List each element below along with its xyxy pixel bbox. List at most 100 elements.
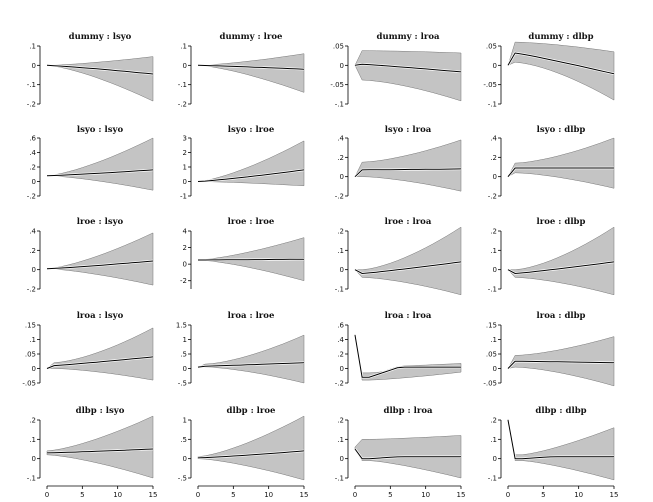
irf-line — [46, 260, 154, 270]
irf-line — [354, 168, 462, 178]
y-tick-label: 3 — [183, 135, 187, 143]
irf-panel: dlbp : dlbp .2 .1 0 -.1 0 5 10 15 — [488, 406, 619, 499]
x-tick-label: 10 — [113, 491, 122, 499]
y-tick-label: 1 — [183, 164, 187, 172]
x-tick-label: 10 — [421, 491, 430, 499]
confidence-band — [46, 232, 154, 286]
y-tick-label: -.05 — [483, 81, 497, 89]
y-tick-label: .6 — [337, 322, 344, 330]
y-tick-label: -.5 — [178, 380, 187, 388]
irf-line — [197, 169, 305, 182]
irf-line — [46, 448, 154, 454]
y-tick-label: 1.5 — [176, 322, 187, 330]
y-tick-label: .1 — [29, 436, 36, 444]
y-tick-label: .2 — [490, 154, 497, 162]
irf-line — [197, 450, 305, 459]
panel-title: dlbp : dlbp — [535, 406, 586, 416]
y-tick-label: -2 — [180, 277, 187, 285]
confidence-band — [46, 137, 154, 191]
confidence-band — [46, 415, 154, 479]
y-tick-label: -.1 — [27, 475, 36, 483]
irf-line — [507, 360, 615, 369]
irf-panel: dummy : lsyo .1 0 -.1 -.2 — [27, 32, 154, 109]
y-tick-label: 0 — [493, 365, 497, 373]
irf-panel: dummy : lroa .05 0 -.05 -.1 — [330, 32, 462, 109]
y-tick-label: .2 — [490, 228, 497, 236]
irf-panel: lsyo : lroe 3 2 1 0 -1 — [180, 125, 305, 201]
y-tick-label: -.1 — [488, 286, 497, 294]
panel-title: lroe : lroa — [385, 217, 432, 227]
panel-title: lsyo : lsyo — [77, 125, 124, 135]
confidence-band — [507, 226, 615, 296]
irf-line — [354, 261, 462, 275]
confidence-band — [354, 226, 462, 296]
y-tick-label: .2 — [29, 164, 36, 172]
y-tick-label: .4 — [337, 135, 344, 143]
y-tick-label: -.2 — [488, 193, 497, 201]
y-tick-label: 0 — [32, 178, 36, 186]
panel-title: lroe : lsyo — [77, 217, 124, 227]
x-tick-label: 5 — [388, 491, 392, 499]
y-tick-label: .2 — [490, 417, 497, 425]
x-tick-label: 15 — [610, 491, 619, 499]
irf-line — [507, 261, 615, 275]
y-tick-label: 1 — [183, 336, 187, 344]
x-tick-label: 0 — [506, 491, 510, 499]
y-tick-label: .2 — [337, 417, 344, 425]
y-tick-label: 0 — [32, 266, 36, 274]
x-tick-label: 10 — [264, 491, 273, 499]
y-tick-label: -.1 — [335, 475, 344, 483]
confidence-band — [354, 139, 462, 192]
y-tick-label: -.2 — [27, 286, 36, 294]
y-tick-label: .05 — [333, 43, 344, 51]
irf-panel: lroa : lsyo .15 .1 .05 0 -.05 — [22, 311, 154, 388]
y-tick-label: 4 — [183, 228, 188, 236]
panel-title: lroa : dlbp — [537, 311, 586, 321]
irf-panel: dlbp : lsyo .2 .1 0 -.1 0 5 10 15 — [27, 406, 158, 499]
y-tick-label: 0 — [183, 178, 187, 186]
irf-line — [354, 63, 462, 73]
y-tick-label: .1 — [29, 43, 36, 51]
confidence-band — [46, 327, 154, 381]
x-tick-label: 5 — [231, 491, 235, 499]
irf-line — [197, 64, 305, 70]
y-tick-label: 0 — [183, 365, 187, 373]
irf-panel: dlbp : lroe 1 .5 0 -.5 0 5 10 15 — [178, 406, 309, 499]
irf-panel: lroe : lroa .2 .1 0 -.1 — [335, 217, 462, 296]
y-tick-label: .05 — [486, 43, 497, 51]
y-tick-label: .1 — [337, 436, 344, 444]
y-tick-label: -.2 — [178, 101, 187, 109]
panel-title: lroa : lroe — [228, 311, 275, 321]
y-tick-label: .4 — [490, 135, 497, 143]
irf-panel: lroa : lroa .6 .4 .2 0 -.2 — [335, 311, 462, 388]
panel-title: lroa : lsyo — [77, 311, 124, 321]
y-tick-label: 0 — [493, 173, 497, 181]
y-tick-label: .15 — [25, 322, 36, 330]
irf-panel: dlbp : lroa .2 .1 0 -.1 0 5 10 15 — [335, 406, 466, 499]
confidence-band — [197, 334, 305, 384]
y-tick-label: .1 — [490, 336, 497, 344]
y-tick-label: .4 — [337, 336, 344, 344]
y-tick-label: .1 — [29, 336, 36, 344]
irf-panel: dummy : dlbp .05 0 -.05 -.1 — [483, 32, 615, 109]
panel-title: lsyo : dlbp — [537, 125, 586, 135]
y-tick-label: -.05 — [22, 380, 36, 388]
y-tick-label: 1 — [183, 417, 187, 425]
y-tick-label: -.2 — [335, 193, 344, 201]
y-tick-label: .2 — [29, 417, 36, 425]
irf-panel: dummy : lroe .1 0 -.1 -.2 — [178, 32, 305, 109]
irf-panel: lroe : lsyo .4 .2 0 -.2 — [27, 217, 154, 294]
panel-title: dummy : lroa — [377, 32, 440, 42]
x-tick-label: 5 — [80, 491, 84, 499]
y-tick-label: .5 — [180, 351, 187, 359]
x-tick-label: 0 — [353, 491, 357, 499]
y-tick-label: -.05 — [483, 380, 497, 388]
confidence-band — [197, 53, 305, 93]
y-tick-label: .2 — [337, 351, 344, 359]
panel-title: dlbp : lroe — [227, 406, 276, 416]
irf-line — [507, 167, 614, 178]
y-tick-label: 0 — [493, 455, 497, 463]
x-tick-label: 0 — [45, 491, 49, 499]
y-tick-label: .2 — [29, 247, 36, 255]
